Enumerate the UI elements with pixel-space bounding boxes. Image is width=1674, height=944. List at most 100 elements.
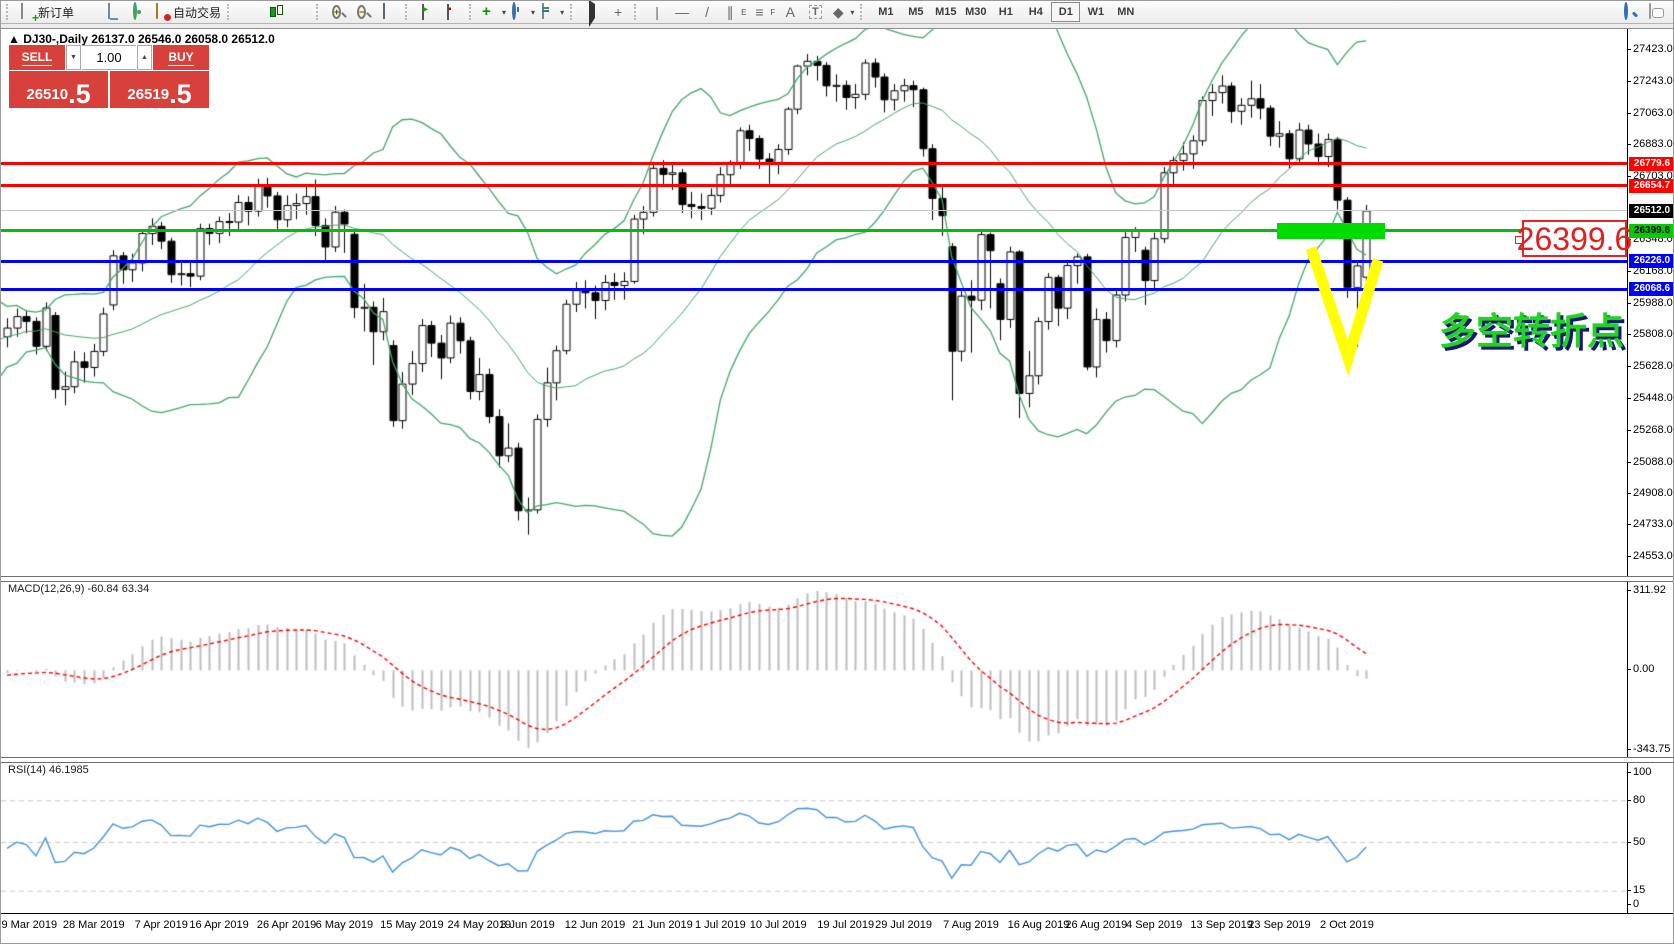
buy-button[interactable]: BUY — [153, 45, 209, 70]
toolbar-grip[interactable] — [469, 4, 476, 20]
date-label: 24 May 2019 — [447, 919, 512, 931]
price-tick-label: 24553.0 — [1627, 550, 1673, 563]
chart-shift-button[interactable] — [441, 2, 465, 22]
date-label: 16 Aug 2019 — [1007, 919, 1070, 931]
toolbar-grip[interactable] — [6, 4, 13, 20]
autotrade-button[interactable]: 自动交易 — [152, 2, 223, 22]
add-indicator-icon: + — [482, 3, 491, 20]
sell-button[interactable]: SELL — [9, 45, 65, 70]
time-axis[interactable]: 19 Mar 2019 28 Mar 2019 7 Apr 2019 16 Apr 2… — [1, 917, 1627, 937]
label-tool-icon: T — [808, 5, 822, 19]
timeframe-w1[interactable]: W1 — [1087, 6, 1105, 18]
horizontal-line-tool-button[interactable]: — — [670, 2, 694, 22]
rsi-axis-label: 15 — [1626, 884, 1646, 897]
macd-axis[interactable]: 311.92 0.00 -343.75 — [1626, 582, 1673, 756]
toolbar-grip[interactable] — [634, 4, 641, 20]
templates-button[interactable]: ▾ — [538, 2, 566, 22]
timeframe-m15[interactable]: M15 — [935, 6, 957, 18]
template-icon — [542, 3, 545, 19]
timeframe-m30[interactable]: M30 — [965, 6, 987, 18]
timeframe-m1[interactable]: M1 — [878, 6, 894, 18]
price-level-line[interactable] — [1, 162, 1627, 166]
timeframe-m5[interactable]: M5 — [908, 6, 924, 18]
community-chat-button[interactable] — [1643, 2, 1667, 22]
highlight-rectangle-object[interactable] — [1277, 223, 1385, 239]
toolbar-grip[interactable] — [860, 4, 867, 20]
cursor-icon — [589, 1, 596, 27]
volume-input[interactable]: 1.00 — [82, 45, 136, 70]
rsi-panel-splitter[interactable] — [1, 757, 1673, 763]
auto-scroll-button[interactable] — [416, 2, 440, 22]
date-label: 15 May 2019 — [380, 919, 444, 931]
terminal-button[interactable] — [102, 2, 126, 22]
toolbar-grip[interactable] — [570, 4, 577, 20]
date-label: 6 May 2019 — [315, 919, 374, 931]
toolbar-grip[interactable] — [405, 4, 412, 20]
price-level-line[interactable] — [1, 184, 1627, 188]
chart-title: ▲ DJ30-,Daily 26137.0 26546.0 26058.0 26… — [8, 32, 275, 46]
price-level-line[interactable] — [1, 210, 1627, 212]
bar-chart-button[interactable] — [238, 2, 262, 22]
label-tool-button[interactable]: T — [803, 2, 827, 22]
profiles-button[interactable] — [77, 2, 101, 22]
cursor-tool-button[interactable] — [581, 1, 605, 27]
date-label: 13 Sep 2019 — [1190, 919, 1253, 931]
text-tool-button[interactable]: A — [778, 2, 802, 22]
chevron-down-icon: ▾ — [850, 7, 855, 17]
indicators-button[interactable]: + ▾ — [480, 2, 508, 22]
price-callout-label[interactable]: 26399.6 — [1515, 220, 1633, 257]
volume-increase-button[interactable]: ▲ — [137, 45, 152, 70]
chevron-down-icon: ▾ — [531, 7, 536, 17]
sell-price-frac: .5 — [68, 79, 91, 109]
autotrade-label: 自动交易 — [173, 5, 222, 20]
price-level-line[interactable] — [1, 287, 1627, 291]
periods-button[interactable]: ▾ — [509, 2, 537, 22]
channel-tool-button[interactable]: ∥ E — [720, 2, 748, 22]
price-tick-label: 27243.0 — [1627, 74, 1673, 87]
rsi-axis[interactable]: 100 80 50 15 0 — [1626, 763, 1673, 913]
price-axis[interactable]: 27423.0 27243.0 27063.0 26883.0 26703.0 26348… — [1627, 29, 1673, 576]
new-order-label: 新订单 — [38, 5, 75, 20]
vertical-line-tool-button[interactable]: | — [645, 2, 669, 22]
macd-indicator-label: MACD(12,26,9) -60.84 63.34 — [8, 583, 150, 595]
new-order-button[interactable]: 新订单 — [17, 2, 76, 22]
toolbar-grip[interactable] — [227, 4, 234, 20]
trendline-tool-button[interactable]: / — [695, 2, 719, 22]
sell-price[interactable]: 26510.5 — [9, 71, 108, 108]
timeframe-h1[interactable]: H1 — [998, 6, 1013, 18]
signals-button[interactable] — [127, 2, 151, 22]
turning-point-text-object[interactable]: 多空转折点 — [1439, 311, 1624, 352]
tile-windows-button[interactable] — [377, 2, 401, 22]
toolbar: 新订单 自动交易 + − +▾ ▾ ▾ + | — / ∥E ≡F A T — [1, 1, 1673, 27]
crosshair-tool-button[interactable]: + — [606, 2, 630, 22]
zoom-in-icon: + — [332, 5, 342, 19]
timeframe-h4[interactable]: H4 — [1028, 6, 1043, 18]
price-level-tag: 26068.6 — [1629, 282, 1673, 297]
price-level-line[interactable] — [1, 259, 1627, 263]
price-axis-border — [1627, 29, 1628, 913]
autotrade-icon — [156, 3, 159, 19]
date-label: 7 Aug 2019 — [943, 919, 999, 931]
buy-price-main: 26519 — [127, 86, 170, 103]
toolbar-grip[interactable] — [316, 4, 323, 20]
timeframe-mn[interactable]: MN — [1117, 6, 1135, 18]
candlestick-chart-button[interactable] — [263, 2, 287, 22]
ohlc-values-label: 26137.0 26546.0 26058.0 26512.0 — [91, 32, 275, 46]
date-label: 19 Jul 2019 — [817, 919, 875, 931]
chevron-down-icon: ▾ — [502, 7, 507, 17]
search-button[interactable] — [1619, 2, 1643, 22]
line-chart-button[interactable] — [288, 2, 312, 22]
fibonacci-tool-button[interactable]: ≡ F — [749, 2, 777, 22]
buy-price[interactable]: 26519.5 — [110, 71, 209, 108]
collapse-arrow-icon[interactable]: ▲ — [8, 32, 20, 46]
volume-decrease-button[interactable]: ▼ — [66, 45, 81, 70]
zoom-out-button[interactable]: − — [352, 2, 376, 22]
timeframe-d1[interactable]: D1 — [1051, 2, 1081, 22]
price-level-line[interactable] — [1, 229, 1627, 233]
shapes-tool-button[interactable]: ◆ ▾ — [828, 2, 856, 22]
macd-axis-label: 311.92 — [1627, 584, 1666, 596]
macd-panel-splitter[interactable] — [1, 576, 1673, 582]
zoom-in-button[interactable]: + — [327, 2, 351, 22]
